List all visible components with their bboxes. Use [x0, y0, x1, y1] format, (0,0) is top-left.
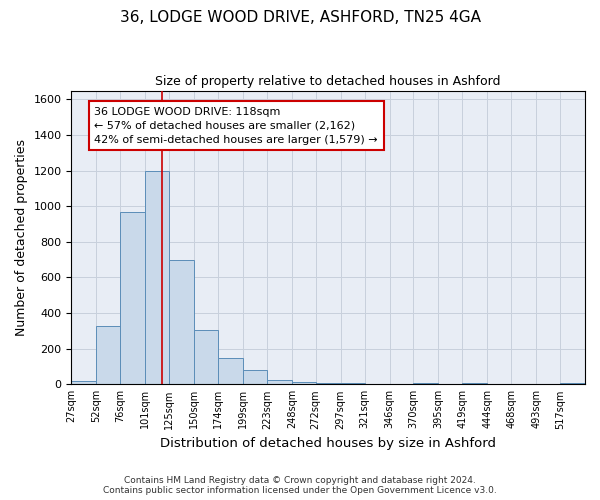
Bar — [560, 382, 585, 384]
Bar — [341, 382, 365, 384]
Title: Size of property relative to detached houses in Ashford: Size of property relative to detached ho… — [155, 75, 501, 88]
Bar — [145, 170, 169, 384]
Bar — [97, 326, 120, 384]
Bar — [463, 382, 487, 384]
Text: 36 LODGE WOOD DRIVE: 118sqm
← 57% of detached houses are smaller (2,162)
42% of : 36 LODGE WOOD DRIVE: 118sqm ← 57% of det… — [94, 106, 378, 144]
Bar — [243, 370, 267, 384]
Text: 36, LODGE WOOD DRIVE, ASHFORD, TN25 4GA: 36, LODGE WOOD DRIVE, ASHFORD, TN25 4GA — [119, 10, 481, 25]
Bar — [169, 260, 194, 384]
Y-axis label: Number of detached properties: Number of detached properties — [15, 139, 28, 336]
Bar — [292, 382, 316, 384]
Bar — [194, 330, 218, 384]
Bar — [120, 212, 145, 384]
Bar — [267, 380, 292, 384]
Bar — [413, 382, 439, 384]
Bar — [218, 358, 243, 384]
X-axis label: Distribution of detached houses by size in Ashford: Distribution of detached houses by size … — [160, 437, 496, 450]
Bar — [316, 382, 341, 384]
Text: Contains HM Land Registry data © Crown copyright and database right 2024.
Contai: Contains HM Land Registry data © Crown c… — [103, 476, 497, 495]
Bar — [71, 380, 97, 384]
